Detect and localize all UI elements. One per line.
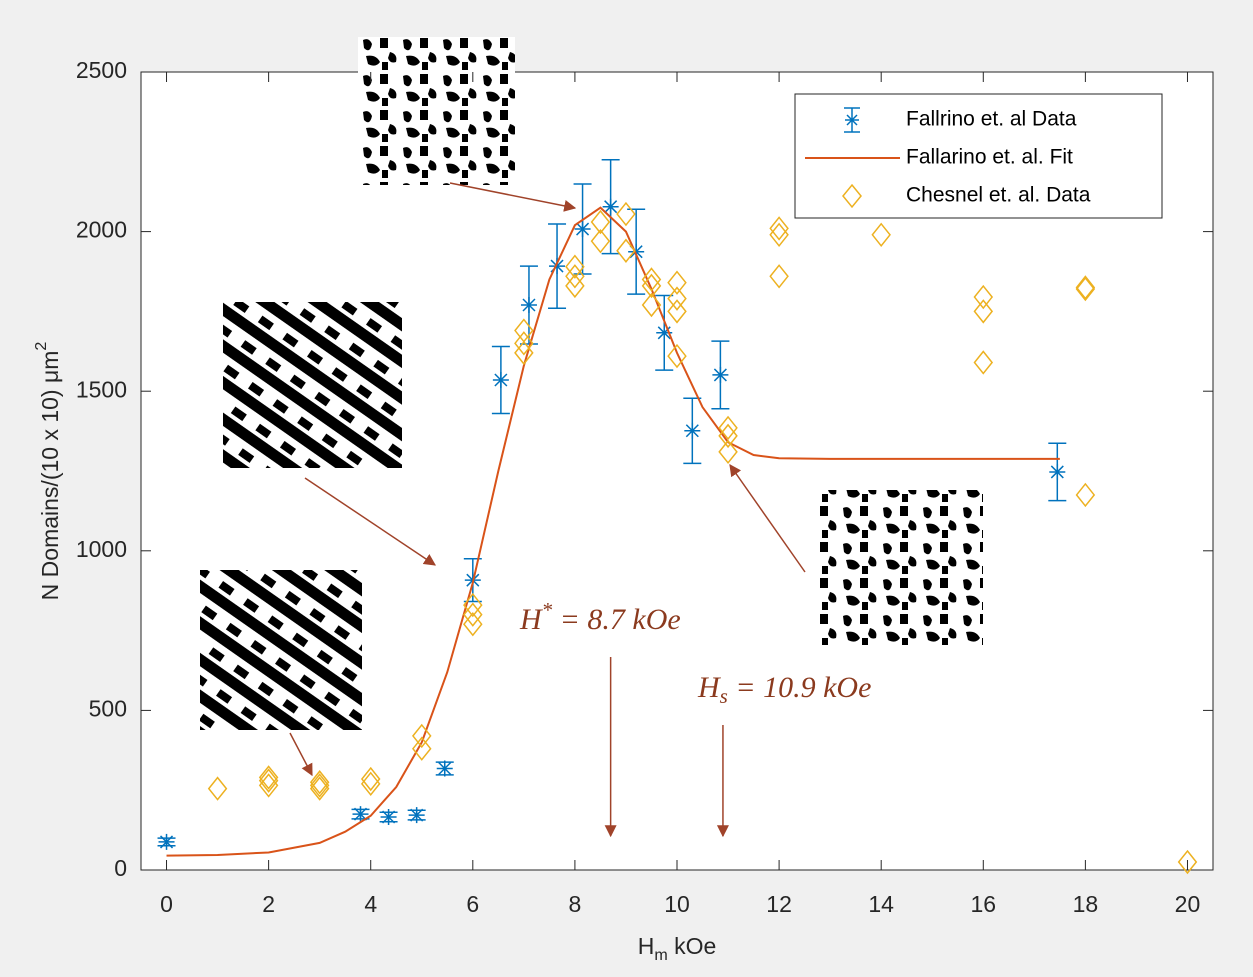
x-tick-label: 8 xyxy=(569,891,582,917)
asterisk-marker xyxy=(521,297,537,313)
text-part: H xyxy=(638,933,655,959)
x-tick-label: 14 xyxy=(868,891,894,917)
asterisk-marker xyxy=(159,834,175,850)
x-tick-label: 18 xyxy=(1073,891,1099,917)
legend-label: Fallarino et. al. Fit xyxy=(906,146,1073,169)
x-tick-label: 10 xyxy=(664,891,690,917)
asterisk-marker xyxy=(437,760,453,776)
y-tick-label: 1000 xyxy=(76,536,127,562)
text-part: * xyxy=(542,598,553,622)
x-tick-label: 4 xyxy=(364,891,377,917)
rich-text: N Domains/(10 x 10) μm2 xyxy=(32,342,63,601)
domain-image xyxy=(358,37,515,185)
domain-image xyxy=(820,490,983,645)
text-part: = 10.9 kOe xyxy=(728,671,872,704)
text-part: = 8.7 kOe xyxy=(552,603,681,636)
legend-label: Chesnel et. al. Data xyxy=(906,184,1091,207)
x-tick-label: 20 xyxy=(1175,891,1201,917)
x-tick-label: 16 xyxy=(970,891,996,917)
domain-image xyxy=(200,570,362,730)
y-tick-label: 1500 xyxy=(76,376,127,402)
x-tick-label: 0 xyxy=(160,891,173,917)
y-tick-label: 0 xyxy=(114,855,127,881)
asterisk-marker xyxy=(493,372,509,388)
x-tick-label: 12 xyxy=(766,891,792,917)
rich-text: Hm kOe xyxy=(638,933,717,964)
domain-image xyxy=(223,302,402,468)
y-tick-label: 2000 xyxy=(76,217,127,243)
x-tick-label: 6 xyxy=(466,891,479,917)
chart: 0 2 4 6 8 10 12 14 16 18 20 0 500 1000 1500 2000 2500 Hm … xyxy=(0,0,1253,977)
asterisk-marker xyxy=(409,807,425,823)
asterisk-marker xyxy=(1049,464,1065,480)
text-part: s xyxy=(720,684,728,708)
text-part: kOe xyxy=(668,933,717,959)
text-part: H xyxy=(697,671,722,704)
text-part: N Domains/(10 x 10) μm xyxy=(37,351,63,601)
x-tick-label: 2 xyxy=(262,891,275,917)
asterisk-marker xyxy=(549,258,565,274)
text-part: 2 xyxy=(32,342,50,351)
asterisk-marker xyxy=(381,809,397,825)
asterisk-marker xyxy=(712,367,728,383)
y-tick-label: 2500 xyxy=(76,57,127,83)
text-part: m xyxy=(654,946,667,964)
asterisk-marker xyxy=(684,423,700,439)
legend-label: Fallrino et. al Data xyxy=(906,108,1077,131)
y-tick-label: 500 xyxy=(89,695,127,721)
text-part: H xyxy=(519,603,544,636)
